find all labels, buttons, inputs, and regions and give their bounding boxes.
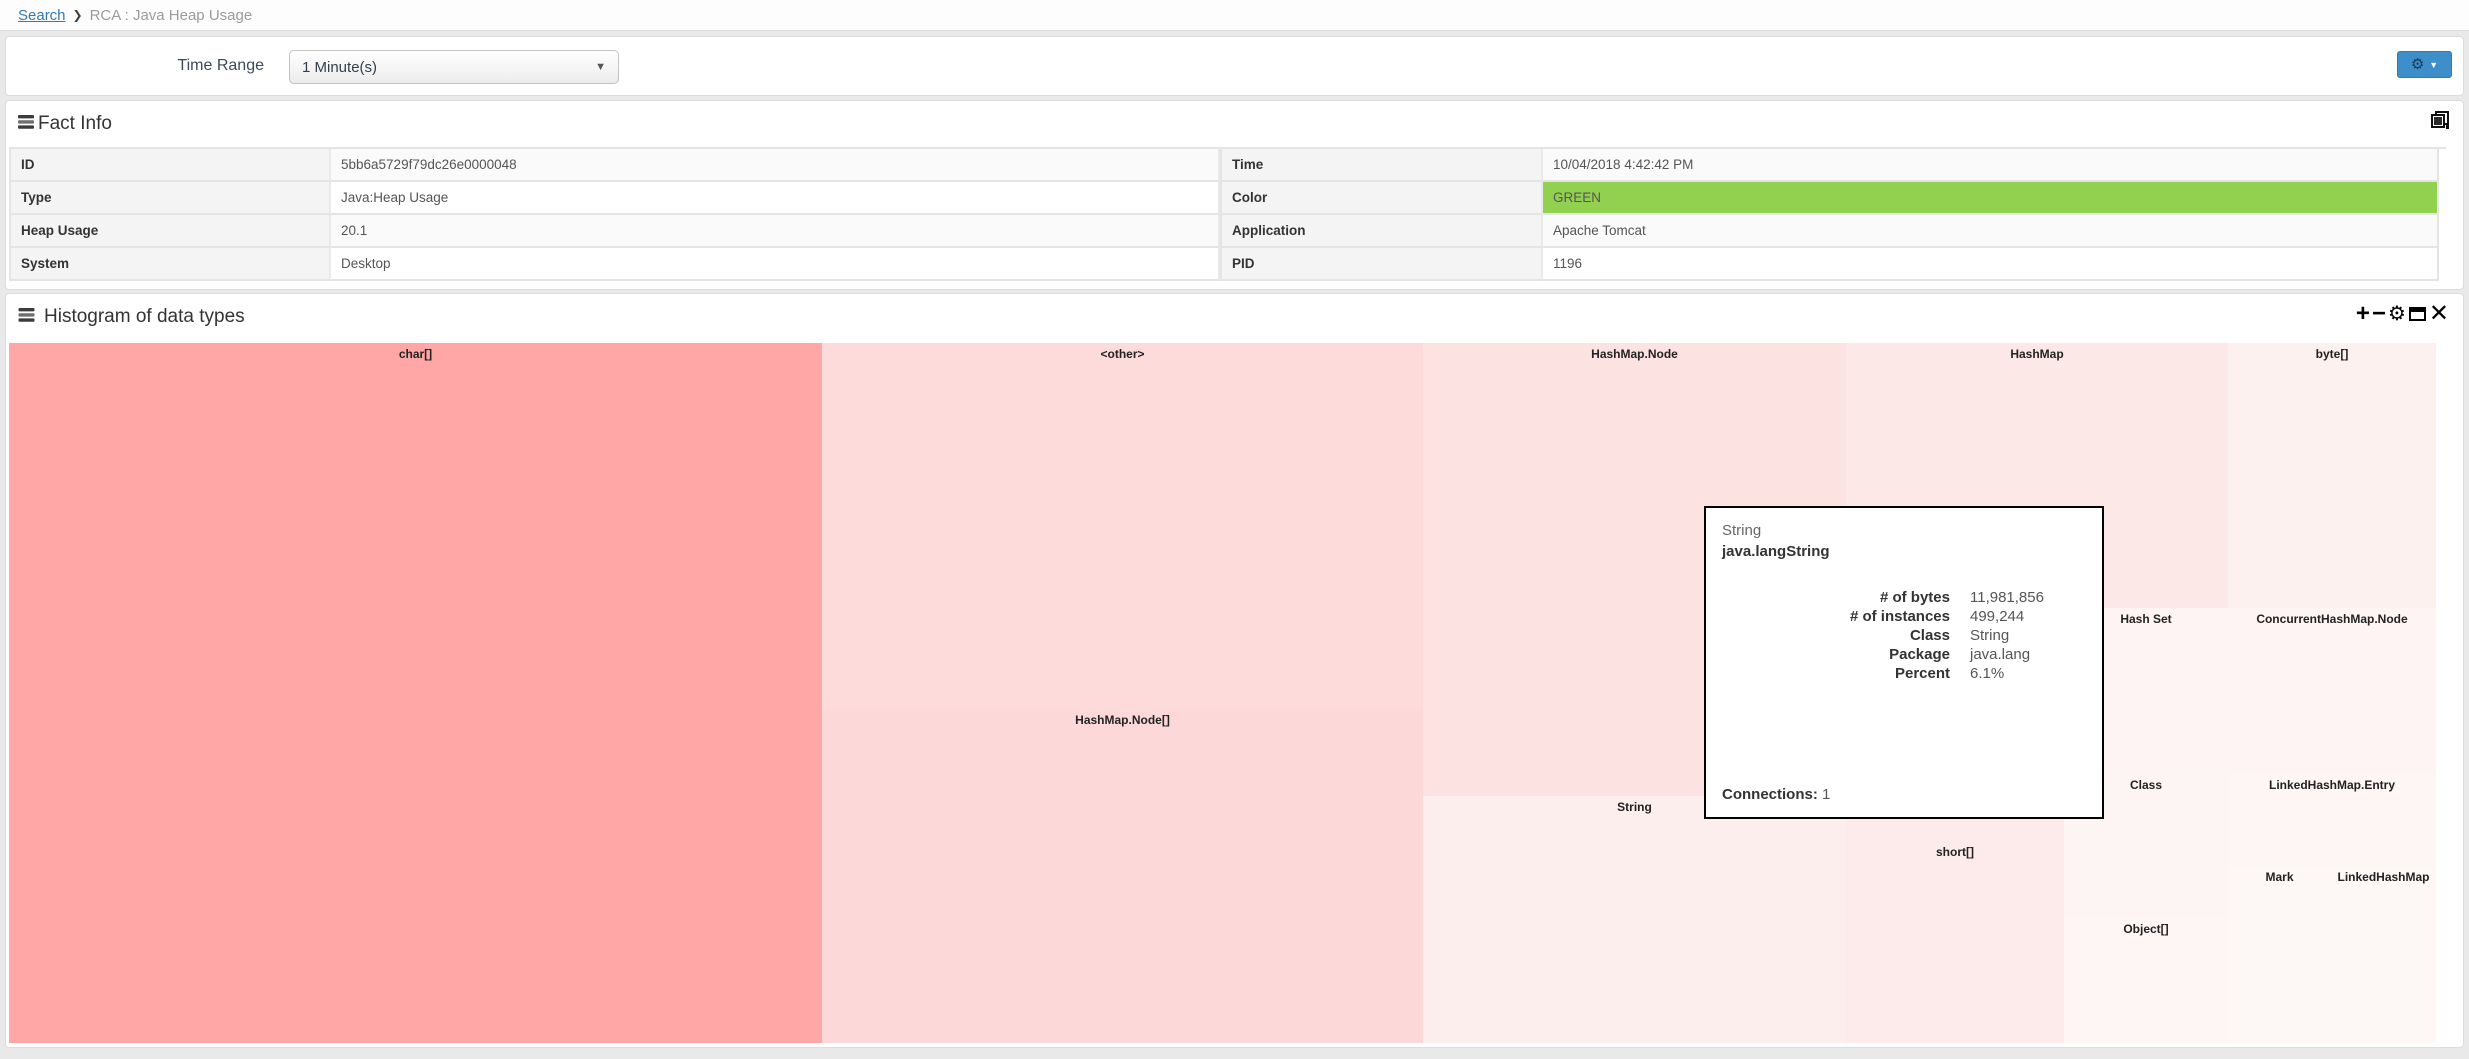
treemap-block-label: Object[] [2123, 922, 2169, 936]
breadcrumb-current: RCA : Java Heap Usage [89, 6, 253, 24]
fact-label: Time [1220, 149, 1543, 182]
time-range-selected-value: 1 Minute(s) [302, 58, 378, 76]
treemap-block-label: <other> [1100, 347, 1145, 361]
fact-label: Color [1220, 182, 1543, 215]
tooltip-row-label: # of instances [1849, 608, 1950, 625]
histogram-header: Histogram of data types [6, 294, 2463, 336]
fact-value: Java:Heap Usage [331, 182, 1220, 215]
treemap-block-<other>[interactable]: <other> [822, 343, 1423, 709]
treemap-block-label: Hash Set [2120, 612, 2172, 626]
tooltip-row-label: # of bytes [1879, 589, 1950, 606]
list-icon [18, 307, 36, 328]
tooltip-row-label: Percent [1894, 665, 1950, 682]
time-range-label: Time Range [177, 57, 264, 74]
fact-value: Desktop [331, 248, 1220, 281]
fact-label: System [9, 248, 331, 281]
caret-down-icon: ▼ [2429, 59, 2439, 70]
gear-icon: ⚙ [2410, 56, 2425, 73]
histogram-panel: Histogram of data types + − ⚙ ✕ LinkedHa… [5, 293, 2464, 1048]
fact-label: Type [9, 182, 331, 215]
treemap-block-String[interactable]: String [1423, 796, 1846, 1043]
treemap-block-label: LinkedHashMap.Entry [2268, 778, 2396, 792]
fact-value: 1196 [1543, 248, 2439, 281]
breadcrumb-chevron-icon: ❯ [72, 8, 83, 22]
settings-button[interactable]: ⚙ ▼ [2397, 51, 2452, 78]
treemap-block-label: String [1617, 800, 1652, 814]
treemap-block-label: Mark [2265, 870, 2294, 884]
gear-icon[interactable]: ⚙ [2387, 303, 2406, 325]
treemap-block-short[][interactable]: short[] [1846, 841, 2064, 1043]
tooltip-row-value: 6.1% [1970, 665, 2005, 682]
fact-value: Apache Tomcat [1543, 215, 2439, 248]
treemap-block-label: LinkedHashMap [2337, 870, 2430, 884]
treemap-block-label: Class [2129, 778, 2163, 792]
fact-value: 5bb6a5729f79dc26e0000048 [331, 149, 1220, 182]
tooltip-class-name: String [1722, 522, 1762, 539]
treemap-block-label: char[] [398, 347, 433, 361]
treemap-tooltip: String java.langString # of bytes 11,981,… [1704, 506, 2104, 819]
treemap-block-Mark[interactable]: Mark [2228, 866, 2331, 1043]
fact-value: 10/04/2018 4:42:42 PM [1543, 149, 2439, 182]
treemap-block-LinkedHashMap.Entry[interactable]: LinkedHashMap.Entry [2228, 774, 2436, 866]
treemap: LinkedHashMap Mark LinkedHashMap.Entry Conc… [9, 343, 2436, 1043]
treemap-block-label: HashMap [2010, 347, 2064, 361]
tooltip-detail-rows: # of bytes 11,981,856 # of instances 499,2… [1722, 588, 2086, 683]
tooltip-row-value: 11,981,856 [1970, 589, 2044, 606]
treemap-block-label: short[] [1936, 845, 1974, 859]
fact-label: PID [1220, 248, 1543, 281]
export-image-icon[interactable] [2430, 111, 2451, 135]
treemap-block-char[][interactable]: char[] [9, 343, 822, 1043]
treemap-block-Object[][interactable]: Object[] [2064, 918, 2228, 1043]
histogram-controls: + − ⚙ ✕ [2356, 302, 2449, 326]
breadcrumb: Search ❯ RCA : Java Heap Usage [0, 0, 2469, 31]
fact-info-title: Fact Info [38, 113, 112, 134]
fact-label: Heap Usage [9, 215, 331, 248]
treemap-block-LinkedHashMap[interactable]: LinkedHashMap [2331, 866, 2436, 1043]
fact-label: ID [9, 149, 331, 182]
treemap-block-ConcurrentHashMap.Node[interactable]: ConcurrentHashMap.Node [2228, 608, 2436, 774]
tooltip-row-label: Class [1909, 627, 1950, 644]
treemap-block-HashMap.Node[][interactable]: HashMap.Node[] [822, 709, 1423, 1043]
fact-value: 20.1 [331, 215, 1220, 248]
fact-info-table: ID 5bb6a5729f79dc26e0000048 Time 10/04/2… [9, 147, 2446, 281]
fact-info-header: Fact Info [6, 101, 2463, 143]
zoom-in-icon[interactable]: + [2355, 300, 2370, 327]
time-range-select[interactable]: 1 Minute(s) ▼ [289, 50, 619, 84]
treemap-block-byte[][interactable]: byte[] [2228, 343, 2436, 608]
tooltip-row-value: String [1970, 627, 2010, 644]
breadcrumb-search-link[interactable]: Search [18, 6, 66, 24]
maximize-icon[interactable] [2408, 307, 2426, 321]
treemap-block-label: byte[] [2315, 347, 2349, 361]
tooltip-full-name: java.langString [1722, 543, 1830, 560]
time-range-toolbar: Time Range 1 Minute(s) ▼ ⚙ ▼ [5, 36, 2464, 96]
tooltip-connections-value: 1 [1822, 786, 1831, 803]
tooltip-row-value: java.lang [1970, 646, 2031, 663]
treemap-block-label: HashMap.Node [1591, 347, 1678, 361]
histogram-title: Histogram of data types [44, 306, 245, 327]
list-icon [18, 114, 35, 135]
tooltip-connections-label: Connections: [1722, 786, 1818, 803]
fact-value-color: GREEN [1543, 182, 2439, 215]
close-icon[interactable]: ✕ [2428, 300, 2449, 327]
tooltip-row-value: 499,244 [1970, 608, 2025, 625]
treemap-block-label: ConcurrentHashMap.Node [2256, 612, 2408, 626]
tooltip-row-label: Package [1889, 646, 1950, 663]
chevron-down-icon: ▼ [595, 61, 606, 73]
treemap-block-label: HashMap.Node[] [1075, 713, 1170, 727]
fact-info-panel: Fact Info ID 5bb6a5729f79dc26e0000048 Ti… [5, 100, 2464, 290]
zoom-out-icon[interactable]: − [2371, 300, 2386, 327]
fact-label: Application [1220, 215, 1543, 248]
